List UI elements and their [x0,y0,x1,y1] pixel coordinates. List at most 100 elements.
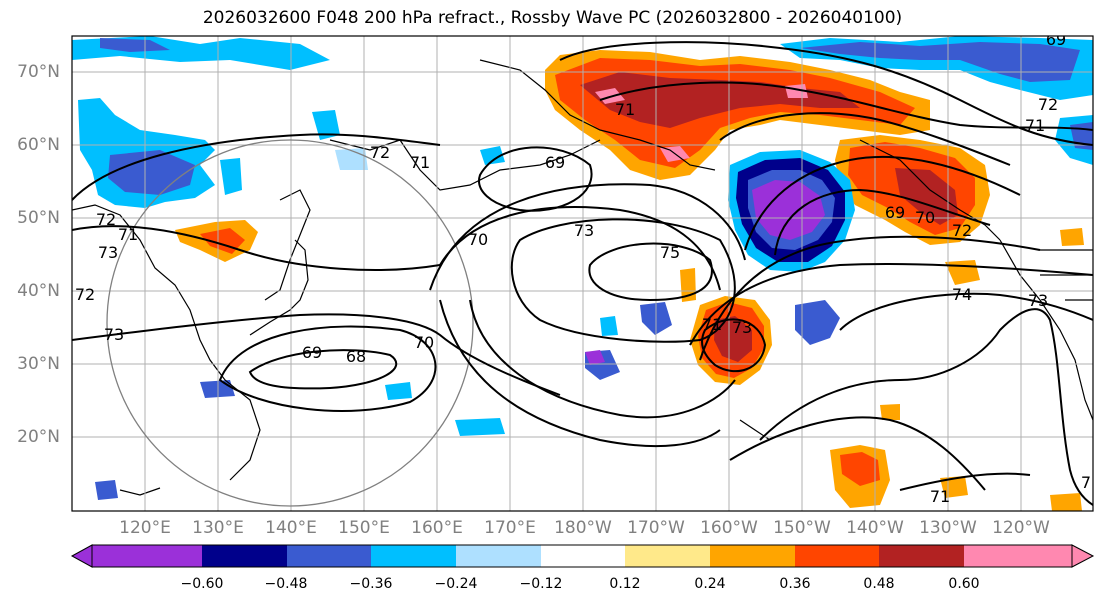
contour-label: 71 [702,315,722,334]
coastline [999,239,1093,421]
lat-label-70n: 70°N [17,62,60,82]
contour-line [478,146,593,212]
lon-label-150e: 150°E [338,518,390,538]
contour-line [729,416,986,491]
colorbar-segment [964,545,1072,567]
contour-labels: 72 71 73 72 73 72 71 69 70 73 75 69 68 7… [75,30,1091,506]
contour-line [699,235,1041,361]
lat-label-50n: 50°N [17,208,60,228]
contour-line [689,262,1093,346]
anomaly-region [312,110,340,140]
plot-frame [71,35,1094,512]
anomaly-region [580,72,860,128]
lon-label-160e: 160°E [411,518,463,538]
anomaly-region [600,316,618,336]
colorbar-tick: −0.36 [349,576,393,592]
colorbar-segment [541,545,625,567]
lat-label-60n: 60°N [17,135,60,155]
colorbar-segment [371,545,456,567]
colorbar-extend-right [1071,544,1095,568]
lon-label-120w: 120°W [992,518,1050,538]
contour-label: 73 [1028,291,1048,310]
anomaly-region [1060,228,1084,246]
coastline [479,59,716,171]
colorbar-segment [710,545,795,567]
contour-line [839,292,1093,331]
contour-line [439,206,721,291]
anomaly-region [940,476,968,498]
colorbar-tick: −0.60 [180,576,224,592]
contour-label: 72 [370,143,390,162]
contour-line [72,313,561,396]
colorbar-tick: −0.24 [434,576,478,592]
contour-line [774,188,991,256]
anomaly-region [385,382,412,400]
contour-line [429,183,746,291]
contour-label: 69 [1046,30,1066,49]
colorbar-tick: 0.12 [609,576,641,592]
contour-label: 74 [952,285,972,304]
colorbar-tick: 0.60 [948,576,980,592]
colorbar-segment [202,545,287,567]
contour-label: 71 [118,225,138,244]
lat-label-40n: 40°N [17,281,60,301]
contour-line [599,81,1093,131]
colorbar-tick: 0.48 [863,576,895,592]
contour-label: 75 [660,243,680,262]
contour-line [218,325,437,412]
lon-label-160w: 160°W [700,518,758,538]
map-title: 2026032600 F048 200 hPa refract., Rossby… [202,8,903,28]
anomaly-region [220,158,242,195]
lon-label-150w: 150°W [773,518,831,538]
contour-line [469,299,736,419]
contour-line [248,349,398,390]
lon-label-170w: 170°W [627,518,685,538]
contour-label: 72 [1038,95,1058,114]
anomaly-region [100,38,170,52]
colorbar-tick: 0.36 [779,576,811,592]
contour-line [559,41,1093,146]
colorbar-segment [879,545,964,567]
lon-label-120e: 120°E [119,518,171,538]
colorbar-segment [287,545,371,567]
contour-label: 69 [545,153,565,172]
contour-line [510,218,736,343]
contour-label: 69 [302,343,322,362]
contour-label: 72 [96,210,116,229]
lon-label-180w: 180°W [554,518,612,538]
contour-label: 71 [1025,116,1045,135]
colorbar-tick: −0.12 [519,576,563,592]
colorbar-tick: −0.48 [264,576,308,592]
contour-label: 70 [915,208,935,227]
anomaly-region [455,418,505,436]
anomaly-region [108,150,195,195]
contour-label: 70 [414,333,434,352]
contour-label: 70 [468,230,488,249]
colorbar [70,544,1095,568]
lon-label-130e: 130°E [192,518,244,538]
colorbar-extend-left [70,544,93,568]
colorbar-segment [795,545,879,567]
contour-label: 72 [75,285,95,304]
contour-label: 71 [410,153,430,172]
contour-label: 72 [952,221,972,240]
contour-line [744,155,1021,251]
colorbar-segment [456,545,541,567]
contour-label: 69 [885,203,905,222]
anomaly-region [95,480,118,500]
contour-lines [72,41,1093,506]
contour-label: 71 [930,487,950,506]
contour-label: 73 [104,325,124,344]
anomaly-region [480,146,505,165]
lon-label-140w: 140°W [846,518,904,538]
contour-line [899,472,1031,491]
lat-label-20n: 20°N [17,427,60,447]
contour-line [439,299,721,448]
coastline [119,487,161,496]
contour-label: 73 [732,318,752,337]
contour-label: 73 [98,243,118,262]
shaded-anomalies [72,36,1093,511]
colorbar-segment [625,545,710,567]
contour-line [72,225,441,271]
